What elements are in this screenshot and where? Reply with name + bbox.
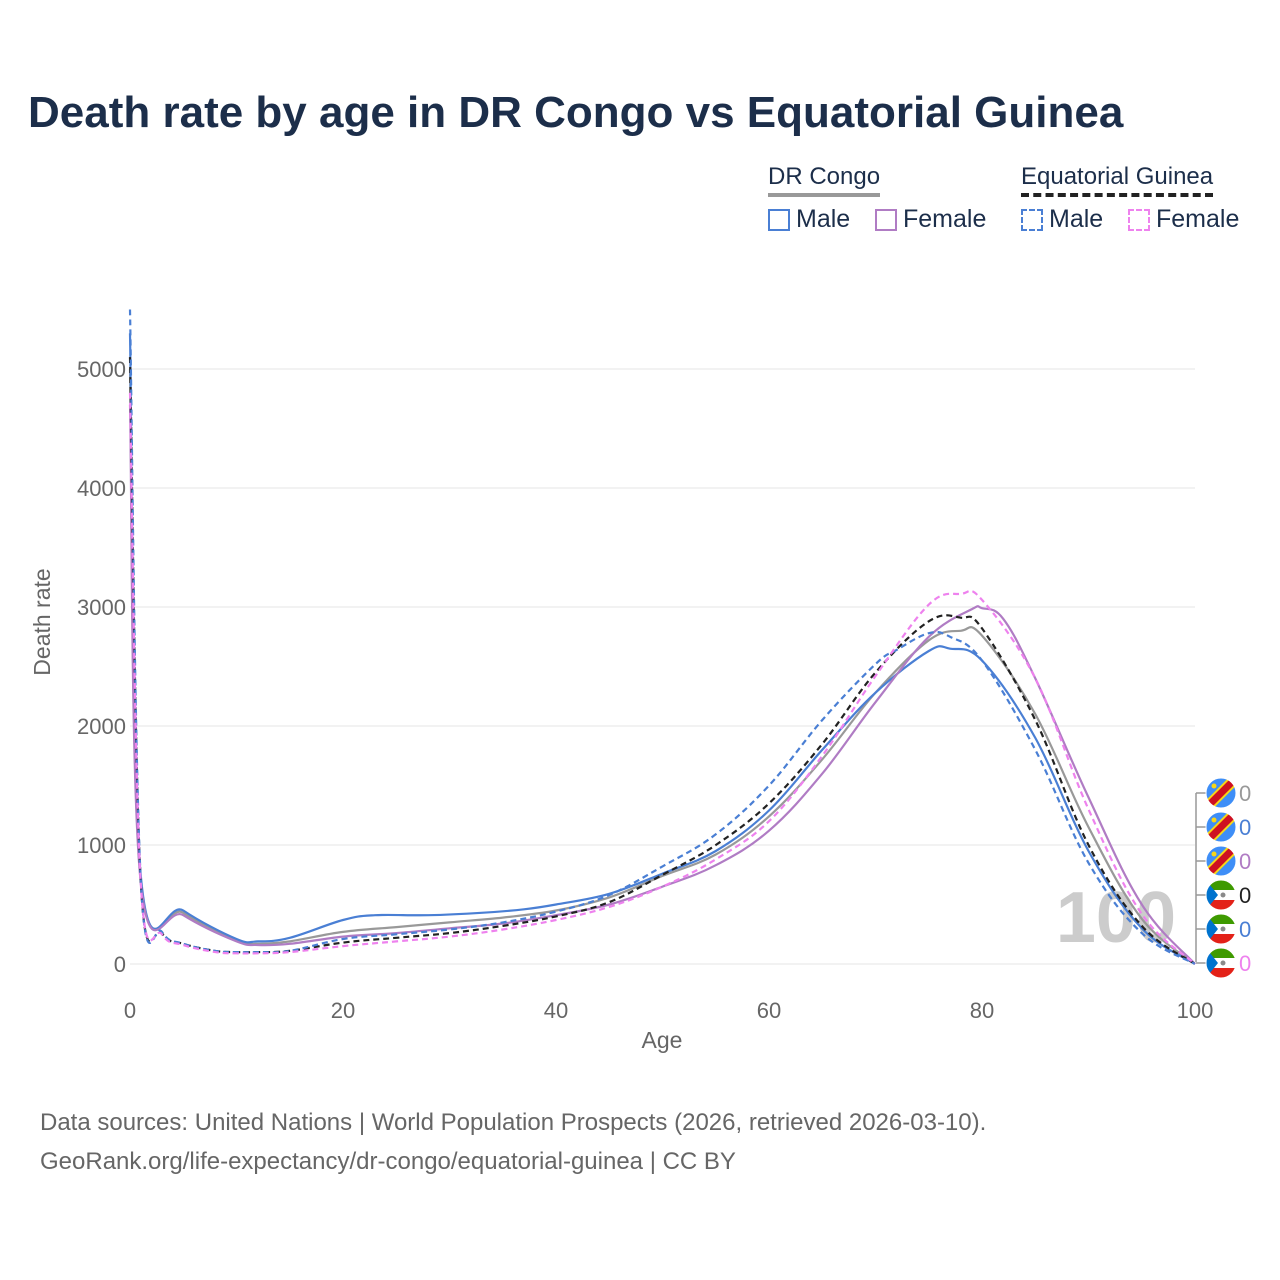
legend-group-dr-congo-label: DR Congo — [768, 163, 881, 190]
end-labels: 0 0 0 0 0 0 — [1195, 777, 1251, 979]
legend-equatorial-guinea-female-label: Female — [1156, 205, 1240, 233]
legend-equatorial-guinea-male-label: Male — [1049, 205, 1104, 233]
flag-icon-drc — [1205, 777, 1237, 809]
legend-dr-congo-female[interactable]: Female — [875, 205, 986, 234]
end-label-value: 0 — [1239, 815, 1251, 840]
series-line-equatorial-guinea-male[interactable] — [128, 309, 1196, 965]
end-label-value: 0 — [1239, 781, 1251, 806]
series-line-dr-congo-female[interactable] — [128, 404, 1196, 965]
flag-icon-gq — [1205, 947, 1237, 979]
y-tick-label: 5000 — [77, 357, 126, 382]
chart-title: Death rate by age in DR Congo vs Equator… — [28, 88, 1124, 137]
series-line-dr-congo-male[interactable] — [128, 333, 1196, 965]
legend-equatorial-guinea-female[interactable]: Female — [1128, 205, 1239, 234]
legend-swatch-equatorial-guinea-female — [1128, 208, 1150, 231]
legend-equatorial-guinea-line — [1021, 193, 1214, 197]
legend-group-equatorial-guinea-label: Equatorial Guinea — [1021, 163, 1214, 190]
flag-icon-gq — [1205, 879, 1237, 911]
source-line-2[interactable]: GeoRank.org/life-expectancy/dr-congo/equ… — [40, 1148, 736, 1175]
flag-icon-drc — [1205, 811, 1237, 843]
x-tick-label: 80 — [970, 998, 994, 1023]
x-tick-label: 100 — [1177, 998, 1214, 1023]
series-line-equatorial-guinea-female[interactable] — [128, 392, 1196, 965]
legend-dr-congo-line — [768, 193, 881, 197]
end-label-value: 0 — [1239, 883, 1251, 908]
legend-group-dr-congo[interactable]: DR Congo — [768, 163, 881, 197]
legend-swatch-dr-congo-female — [875, 208, 897, 231]
x-tick-label: 20 — [331, 998, 355, 1023]
y-tick-label: 2000 — [77, 714, 126, 739]
y-tick-label: 4000 — [77, 476, 126, 501]
source-line-1: Data sources: United Nations | World Pop… — [40, 1109, 987, 1136]
y-tick-label: 1000 — [77, 833, 126, 858]
line-chart: 100 0 1000 2000 3000 4000 5000 0 20 40 60 80 100 Ag… — [29, 309, 1251, 1053]
legend-equatorial-guinea-male[interactable]: Male — [1021, 205, 1103, 234]
x-tick-label: 0 — [124, 998, 136, 1023]
series-layer — [128, 309, 1196, 965]
end-label-value: 0 — [1239, 849, 1251, 874]
y-tick-label: 3000 — [77, 595, 126, 620]
flag-icon-drc — [1205, 845, 1237, 877]
x-axis-label: Age — [642, 1027, 683, 1053]
flag-icon-gq — [1205, 913, 1237, 945]
end-label-value: 0 — [1239, 917, 1251, 942]
x-tick-label: 40 — [544, 998, 568, 1023]
y-tick-label: 0 — [114, 952, 126, 977]
year-watermark: 100 — [1056, 878, 1176, 958]
legend-dr-congo-female-label: Female — [903, 205, 987, 233]
axes: 0 1000 2000 3000 4000 5000 0 20 40 60 80 100 — [77, 357, 1213, 1023]
y-axis-label: Death rate — [29, 568, 55, 675]
legend-dr-congo-male-label: Male — [796, 205, 851, 233]
end-label-value: 0 — [1239, 951, 1251, 976]
legend-dr-congo-male[interactable]: Male — [768, 205, 850, 234]
legend-swatch-dr-congo-male — [768, 208, 790, 231]
legend-group-equatorial-guinea[interactable]: Equatorial Guinea — [1021, 163, 1214, 197]
grid-lines — [130, 368, 1195, 965]
legend-swatch-equatorial-guinea-male — [1021, 208, 1043, 231]
x-tick-label: 60 — [757, 998, 781, 1023]
